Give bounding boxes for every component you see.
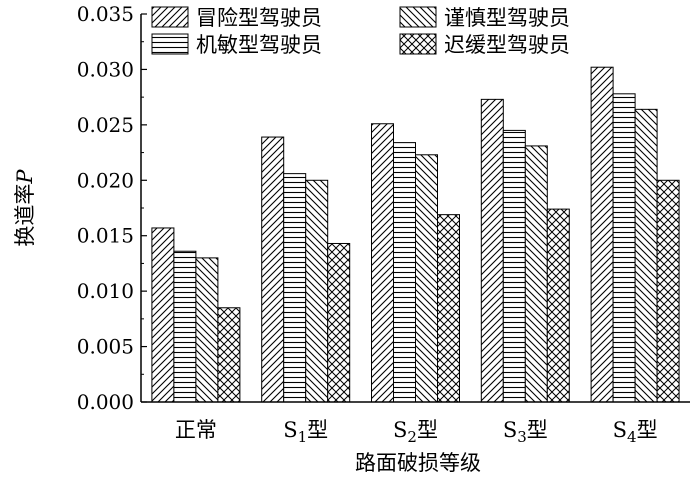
bar [415, 154, 438, 403]
bar [656, 179, 680, 403]
legend-label: 谨慎型驾驶员 [444, 6, 570, 30]
legend-swatch [151, 33, 189, 55]
x-tick-label-suffix: 型 [307, 418, 328, 442]
bar [437, 214, 460, 403]
y-axis-label: 换道率P [13, 169, 37, 247]
x-axis-label: 路面破损等级 [355, 451, 481, 475]
x-tick-label: 正常 [175, 418, 217, 442]
x-tick-label: S2型 [393, 418, 438, 446]
bar [327, 242, 351, 403]
x-tick-label-base: 正常 [175, 418, 217, 442]
legend-label: 迟缓型驾驶员 [444, 33, 570, 57]
bar [612, 93, 636, 403]
x-tick-label-base: S [503, 418, 517, 442]
bar [634, 108, 658, 403]
bar [195, 257, 219, 403]
bar [546, 208, 570, 403]
bar [524, 145, 548, 403]
bar [393, 142, 416, 403]
x-tick-label-suffix: 型 [527, 418, 548, 442]
x-tick-label-sub: 3 [517, 428, 527, 446]
bar [590, 66, 614, 403]
legend-swatch [151, 6, 189, 28]
y-tick-label: 0.025 [77, 113, 134, 137]
y-tick-label: 0.005 [77, 335, 134, 359]
bar [217, 307, 241, 403]
x-tick-label-sub: 4 [627, 428, 637, 446]
x-tick-label-base: S [283, 418, 297, 442]
x-tick-label-base: S [613, 418, 627, 442]
bar [283, 173, 307, 403]
y-tick-label: 0.035 [77, 2, 134, 26]
x-tick-label-suffix: 型 [637, 418, 658, 442]
x-tick-label: S4型 [613, 418, 658, 446]
bar [305, 179, 329, 403]
bar [261, 136, 285, 403]
legend-swatch [399, 33, 437, 55]
x-tick-label: S3型 [503, 418, 548, 446]
y-tick-label: 0.015 [77, 224, 134, 248]
y-tick-label: 0.030 [77, 57, 134, 81]
bar [151, 227, 175, 403]
bar [173, 250, 197, 403]
x-tick-label-suffix: 型 [417, 418, 438, 442]
y-ticks: 0.000 0.005 0.010 0.015 0.020 0.025 0.030 0.035 [77, 2, 147, 414]
x-tick-labels: 正常 S1型 S2型 S3型 S4型 [175, 418, 658, 446]
legend-label: 冒险型驾驶员 [196, 6, 322, 30]
y-tick-label: 0.020 [77, 168, 134, 192]
bar [480, 98, 504, 403]
legend-label: 机敏型驾驶员 [196, 33, 322, 57]
y-tick-label: 0.010 [77, 279, 134, 303]
bar [371, 123, 394, 403]
x-tick-label-sub: 1 [298, 428, 308, 446]
x-tick-label-sub: 2 [407, 428, 417, 446]
y-axis-label-symbol: P [13, 169, 37, 185]
x-tick-label: S1型 [283, 418, 328, 446]
x-tick-label-base: S [393, 418, 407, 442]
y-tick-label: 0.000 [77, 390, 134, 414]
y-axis-label-text: 换道率 [13, 184, 37, 247]
bars-group [151, 66, 680, 403]
bar [502, 129, 526, 403]
legend-swatch [399, 6, 437, 28]
